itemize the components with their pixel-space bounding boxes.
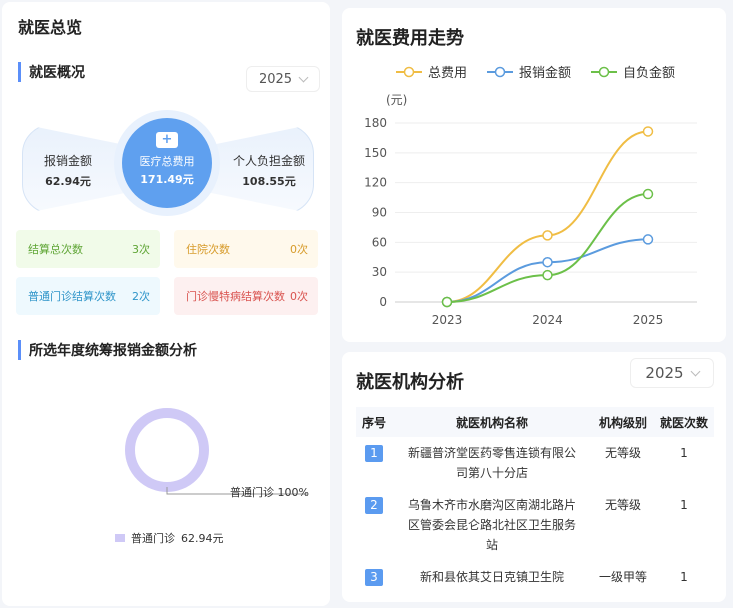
stat-label: 普通门诊结算次数 <box>28 290 116 303</box>
pool-section-title: 所选年度统筹报销金额分析 <box>18 340 197 360</box>
data-point <box>441 296 453 308</box>
col-count: 就医次数 <box>654 407 714 437</box>
reimbursed-value: 62.94元 <box>45 175 91 188</box>
overview-card: 就医总览 就医概况 2025 报销金额 62.94元 个人负担金额 108.55… <box>2 2 330 606</box>
legend-label: 报销金额 <box>519 65 571 81</box>
personal-info: 个人负担金额 108.55元 <box>224 152 314 189</box>
overview-year-value: 2025 <box>258 71 293 87</box>
y-tick-label: 180 <box>364 116 387 130</box>
donut-chart <box>125 408 307 495</box>
overview-year-select[interactable]: 2025 <box>246 66 320 92</box>
trend-card: 就医费用走势 0 30 60 90 120 150 180 (元) 2023 2024 2025 总费… <box>342 8 726 342</box>
institution-card: 就医机构分析 2025 序号 就医机构名称 机构级别 就医次数 1 新疆普济堂医药… <box>342 352 726 602</box>
medical-kit-icon: + <box>156 132 178 148</box>
donut-slice-label: 普通门诊 100% <box>230 486 309 499</box>
stat-value: 0次 <box>290 290 308 303</box>
row-index: 2 <box>365 497 383 514</box>
chevron-down-icon <box>298 72 309 82</box>
stat-value: 0次 <box>290 243 308 256</box>
y-tick-label: 60 <box>372 235 387 249</box>
institution-title: 就医机构分析 <box>356 372 464 393</box>
row-count: 1 <box>680 446 688 460</box>
legend-name: 普通门诊 <box>131 532 175 545</box>
table-row[interactable]: 1 新疆普济堂医药零售连锁有限公司第八十分店 无等级 1 <box>356 437 714 489</box>
row-name: 乌鲁木齐市水磨沟区南湖北路片区管委会昆仑路北社区卫生服务站 <box>407 498 576 552</box>
personal-label: 个人负担金额 <box>232 154 305 168</box>
stat-settlement-total: 结算总次数 3次 <box>16 230 160 268</box>
total-label: 医疗总费用 <box>139 155 195 168</box>
table-row[interactable]: 2 乌鲁木齐市水磨沟区南湖北路片区管委会昆仑路北社区卫生服务站 无等级 1 <box>356 489 714 561</box>
y-tick-label: 0 <box>379 295 387 309</box>
y-tick-label: 30 <box>372 265 387 279</box>
donut-slice-outpatient[interactable] <box>125 408 209 492</box>
total-value: 171.49元 <box>140 173 194 186</box>
y-tick-label: 90 <box>372 206 387 220</box>
row-count: 1 <box>680 498 688 512</box>
stat-value: 3次 <box>132 243 150 256</box>
row-level: 无等级 <box>604 498 641 512</box>
data-point <box>642 126 654 137</box>
series-line <box>446 193 649 303</box>
row-name: 新和县依其艾日克镇卫生院 <box>419 570 564 584</box>
legend-swatch <box>115 534 125 542</box>
total-circle: + 医疗总费用 171.49元 <box>114 110 220 216</box>
reimbursed-label: 报销金额 <box>43 154 92 168</box>
legend-marker <box>403 66 415 78</box>
data-point <box>542 256 553 268</box>
chevron-down-icon <box>690 366 701 376</box>
institution-table: 序号 就医机构名称 机构级别 就医次数 1 新疆普济堂医药零售连锁有限公司第八十分… <box>356 407 714 593</box>
stat-inpatient: 住院次数 0次 <box>174 230 318 268</box>
institution-year-value: 2025 <box>645 364 684 382</box>
row-index: 1 <box>365 445 383 462</box>
data-point <box>642 188 654 200</box>
page-title: 就医总览 <box>18 18 83 37</box>
col-level: 机构级别 <box>592 407 654 437</box>
stat-chronic: 门诊慢特病结算次数 0次 <box>174 277 318 315</box>
data-point <box>542 230 553 241</box>
reimbursed-info: 报销金额 62.94元 <box>28 152 108 189</box>
trend-chart: 0 30 60 90 120 150 180 (元) 2023 2024 2025 总费用 报销金额 自负… <box>364 65 697 327</box>
personal-value: 108.55元 <box>242 175 296 188</box>
legend-marker <box>494 66 506 78</box>
y-axis-unit: (元) <box>386 93 407 107</box>
row-index: 3 <box>365 569 383 586</box>
stat-label: 门诊慢特病结算次数 <box>186 290 285 303</box>
table-row[interactable]: 3 新和县依其艾日克镇卫生院 一级甲等 1 <box>356 561 714 593</box>
stat-label: 结算总次数 <box>28 243 83 256</box>
legend-label: 总费用 <box>428 66 467 81</box>
row-count: 1 <box>680 570 688 584</box>
stat-outpatient: 普通门诊结算次数 2次 <box>16 277 160 315</box>
row-level: 无等级 <box>604 446 641 460</box>
col-name: 就医机构名称 <box>392 407 592 437</box>
legend-label: 自负金额 <box>623 65 675 81</box>
x-tick-label: 2025 <box>633 313 664 327</box>
overview-section-title: 就医概况 <box>18 62 85 82</box>
donut-legend: 普通门诊 62.94元 <box>115 530 224 546</box>
x-tick-label: 2024 <box>532 313 563 327</box>
row-level: 一级甲等 <box>598 570 647 584</box>
y-tick-label: 150 <box>364 146 387 160</box>
donut-label-line <box>166 487 307 495</box>
data-point <box>642 234 654 245</box>
stat-label: 住院次数 <box>186 243 230 256</box>
col-index: 序号 <box>356 407 392 437</box>
y-tick-label: 120 <box>364 176 387 190</box>
data-point <box>542 269 553 281</box>
legend-value: 62.94元 <box>181 532 224 545</box>
institution-year-select[interactable]: 2025 <box>630 358 714 388</box>
stat-value: 2次 <box>132 290 150 303</box>
row-name: 新疆普济堂医药零售连锁有限公司第八十分店 <box>407 446 576 480</box>
trend-title: 就医费用走势 <box>356 28 464 49</box>
legend-marker <box>598 66 610 78</box>
x-tick-label: 2023 <box>432 313 463 327</box>
